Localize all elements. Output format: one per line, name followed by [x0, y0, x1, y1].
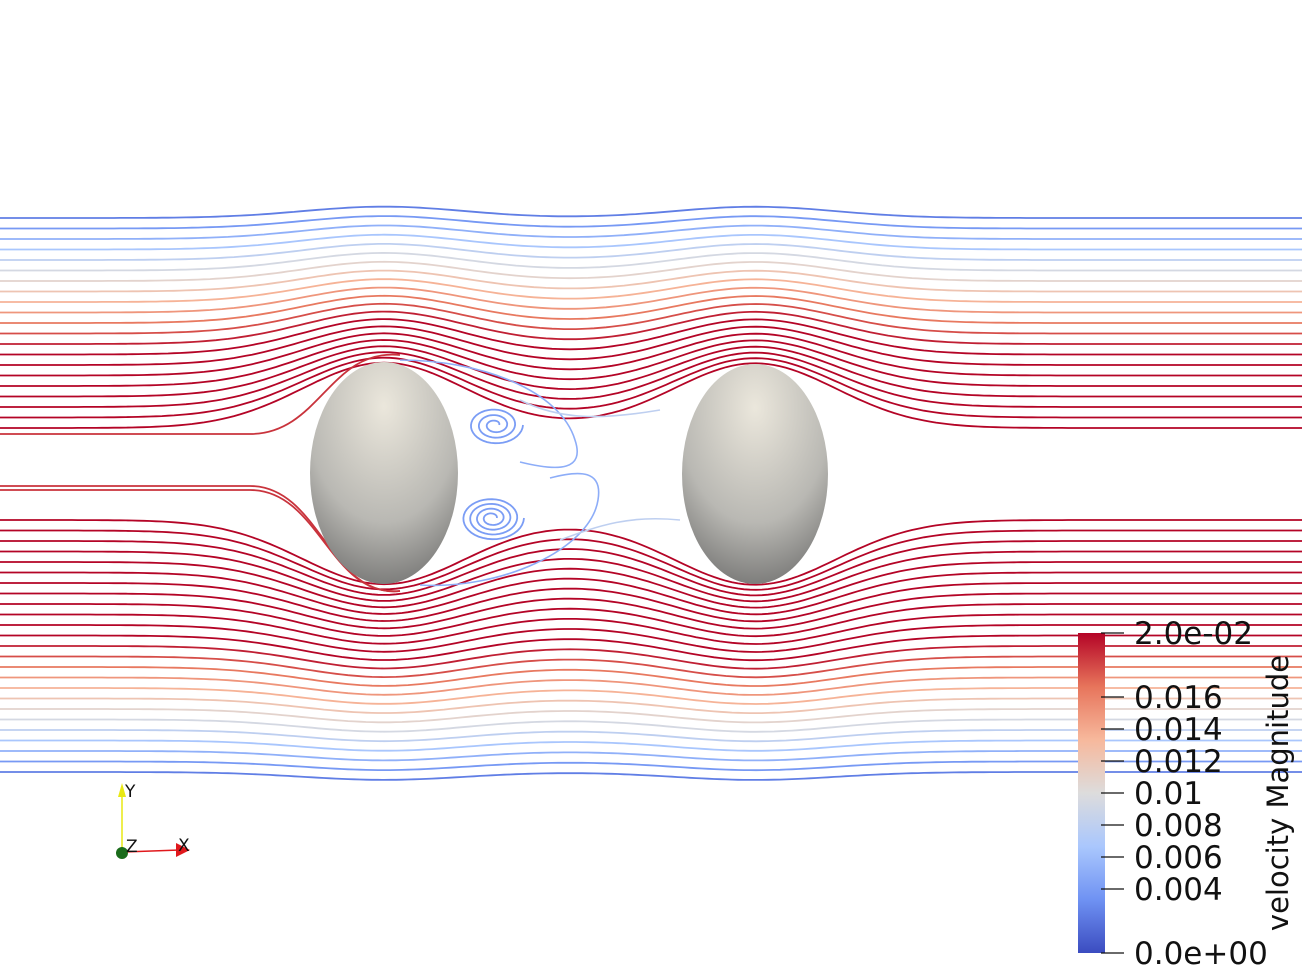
streamline-22: [0, 529, 1302, 591]
streamline-37: [0, 687, 1302, 705]
inflow-streamline-2: [0, 489, 401, 592]
obstacle-left-ellipsoid: [310, 362, 458, 584]
colorbar-tick-label-6: 0.006: [1134, 840, 1223, 876]
streamlines: [0, 205, 1302, 781]
streamline-45: [0, 771, 1302, 781]
z-axis-dot: [116, 847, 128, 859]
colorbar-gradient: [1078, 633, 1105, 953]
streamline-8: [0, 278, 1302, 303]
z-axis-label: Z: [126, 837, 138, 857]
streamline-38: [0, 697, 1302, 714]
streamline-14: [0, 325, 1302, 366]
vortex-upper: [470, 408, 524, 445]
streamline-42: [0, 739, 1302, 752]
obstacle-right-ellipsoid: [682, 364, 828, 584]
inflow-streamline-0: [0, 353, 401, 435]
wake-streamline-0: [399, 359, 578, 469]
vortex-lower: [462, 498, 525, 541]
streamline-1: [0, 215, 1302, 230]
colorbar-tick-label-8: 0.0e+00: [1134, 936, 1268, 972]
colorbar-tick-label-1: 0.016: [1134, 680, 1223, 716]
colorbar-tick-label-0: 2.0e-02: [1134, 616, 1253, 652]
streamline-18: [0, 351, 1302, 408]
vortex-streamlines: [399, 359, 681, 587]
colorbar-ticks: 2.0e-02 0.0160.0140.0120.010.0080.0060.00…: [1101, 616, 1268, 972]
axes-triad: Y X Z: [116, 782, 190, 859]
colorbar-tick-label-3: 0.012: [1134, 744, 1223, 780]
streamline-10: [0, 294, 1302, 324]
colorbar-tick-label-5: 0.008: [1134, 808, 1223, 844]
x-axis-label: X: [178, 836, 190, 856]
streamline-25: [0, 561, 1302, 609]
streamline-30: [0, 613, 1302, 645]
streamline-17: [0, 345, 1302, 398]
streamline-44: [0, 760, 1302, 772]
y-axis-label: Y: [124, 782, 136, 802]
x-axis-arrow: [176, 843, 190, 857]
streamline-27: [0, 582, 1302, 623]
streamline-4: [0, 243, 1302, 261]
colorbar-tick-label-4: 0.01: [1134, 776, 1203, 812]
streamline-24: [0, 550, 1302, 603]
streamline-26: [0, 571, 1302, 616]
streamline-3: [0, 233, 1302, 251]
colorbar: 2.0e-02 0.0160.0140.0120.010.0080.0060.00…: [1078, 616, 1295, 972]
streamline-28: [0, 592, 1302, 630]
streamline-20: [0, 361, 1302, 429]
streamline-21: [0, 519, 1302, 586]
colorbar-title: velocity Magnitude: [1261, 655, 1295, 931]
colorbar-tick-label-2: 0.014: [1134, 712, 1223, 748]
colorbar-tick-label-7: 0.004: [1134, 872, 1223, 908]
streamline-31: [0, 624, 1302, 653]
streamline-29: [0, 603, 1302, 638]
streamline-11: [0, 302, 1302, 335]
x-axis-line: [121, 849, 181, 853]
streamline-15: [0, 332, 1302, 377]
streamline-6: [0, 260, 1302, 282]
streamline-0: [0, 205, 1302, 219]
streamline-43: [0, 750, 1302, 762]
streamline-2: [0, 224, 1302, 240]
streamline-35: [0, 666, 1302, 687]
streamline-36: [0, 676, 1302, 696]
streamline-19: [0, 356, 1302, 419]
streamline-13: [0, 318, 1302, 356]
streamline-23: [0, 540, 1302, 597]
streamline-7: [0, 269, 1302, 293]
streamline-9: [0, 286, 1302, 314]
wake-streamline-2: [519, 399, 661, 418]
y-axis-arrow: [118, 783, 126, 797]
streamline-16: [0, 339, 1302, 387]
streamline-12: [0, 310, 1302, 345]
wake-streamline-3: [559, 517, 681, 541]
streamline-5: [0, 251, 1302, 272]
wake-streamline-1: [419, 472, 600, 587]
